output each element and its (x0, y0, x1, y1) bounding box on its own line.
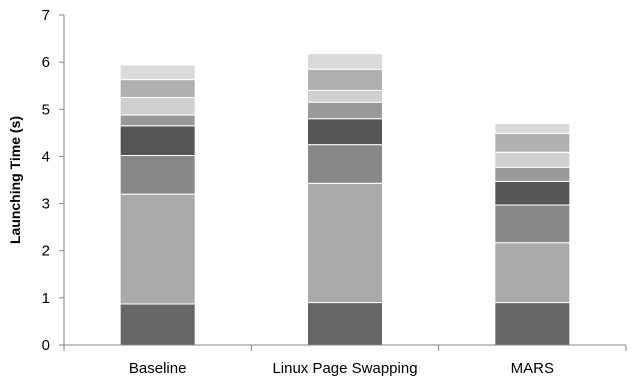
bar-segment (495, 205, 570, 243)
bar-segment (120, 80, 195, 98)
y-tick-label: 5 (42, 101, 50, 118)
x-category-label: Linux Page Swapping (272, 360, 417, 377)
bar-segment (495, 243, 570, 303)
x-category-label: Baseline (129, 360, 187, 377)
bar-segment (120, 98, 195, 115)
y-ticks-group: 0 1 2 3 4 5 6 7 (42, 7, 64, 354)
bar-segment (308, 69, 383, 90)
x-category-label: MARS (511, 360, 554, 377)
x-ticks-group: Baseline Linux Page Swapping MARS (64, 345, 626, 377)
bar-segment (495, 133, 570, 152)
bar-segment (120, 155, 195, 194)
bar-segment (495, 167, 570, 181)
bar-segment (120, 194, 195, 304)
bars-group (120, 54, 570, 345)
y-axis-title: Launching Time (s) (7, 116, 23, 244)
bar-segment (495, 123, 570, 133)
bar-segment (308, 90, 383, 102)
y-tick-label: 2 (42, 243, 50, 260)
bar-segment (495, 152, 570, 167)
bar-segment (120, 126, 195, 156)
bar-segment (308, 54, 383, 70)
y-tick-label: 4 (42, 148, 50, 165)
bar-segment (308, 183, 383, 302)
bar-segment (308, 102, 383, 119)
bar-segment (120, 65, 195, 80)
y-tick-label: 1 (42, 290, 50, 307)
bar-segment (308, 145, 383, 184)
bar-segment (495, 181, 570, 205)
bar-segment (308, 119, 383, 145)
bar-segment (308, 303, 383, 345)
y-tick-label: 7 (42, 7, 50, 24)
bar-segment (120, 115, 195, 126)
y-tick-label: 6 (42, 54, 50, 71)
bar-segment (120, 304, 195, 345)
y-tick-label: 0 (42, 337, 50, 354)
y-tick-label: 3 (42, 196, 50, 213)
bar-segment (495, 303, 570, 345)
